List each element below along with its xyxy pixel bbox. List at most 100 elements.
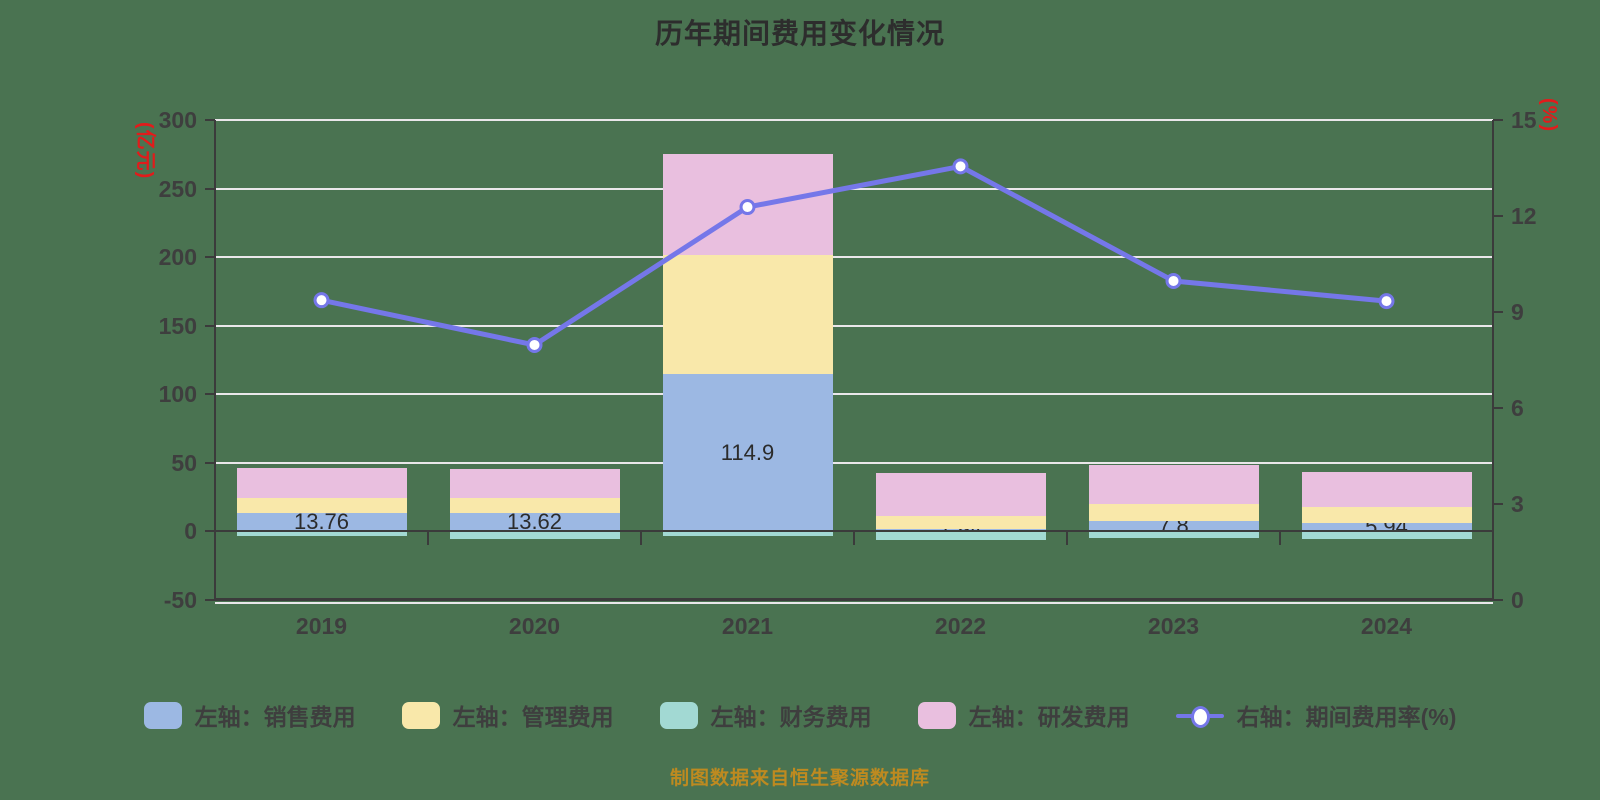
line-marker <box>1378 293 1395 310</box>
right-axis-tick-label: 6 <box>1511 395 1524 421</box>
left-axis-tick <box>205 530 215 533</box>
bar-segment-finance <box>875 531 1046 541</box>
left-axis-tick-label: 300 <box>158 107 197 133</box>
bar-segment-finance <box>1088 531 1259 538</box>
x-axis-tick-label: 2019 <box>295 613 348 639</box>
x-axis-tick <box>427 531 429 546</box>
left-axis-tick <box>205 324 215 327</box>
left-axis-tick <box>205 599 215 601</box>
gridline <box>215 461 1493 464</box>
bottom-axis-shadow <box>215 602 1493 604</box>
bar-segment-management <box>449 497 620 513</box>
left-axis-tick-label: -50 <box>163 587 197 613</box>
left-axis-tick <box>205 393 215 396</box>
legend-label: 左轴：管理费用 <box>452 704 614 730</box>
right-axis-line <box>1492 120 1494 600</box>
legend-line-marker-icon <box>1175 702 1224 729</box>
expense-ratio-line <box>319 163 1389 348</box>
left-axis-tick-label: 150 <box>158 312 197 339</box>
right-axis-tick-label: 3 <box>1511 491 1524 517</box>
right-axis-tick-label: 9 <box>1511 299 1524 325</box>
x-axis-tick-label: 2023 <box>1147 613 1200 639</box>
left-axis-tick-label: 100 <box>158 381 197 408</box>
legend-item[interactable]: 右轴：期间费用率(%) <box>1175 698 1456 732</box>
gridline <box>215 324 1493 327</box>
bar-segment-rnd <box>1301 471 1472 507</box>
left-axis-tick-label: 250 <box>158 175 197 202</box>
x-axis-tick <box>214 531 216 546</box>
right-axis-tick <box>1493 599 1503 601</box>
line-marker <box>313 292 330 309</box>
bar-segment-rnd <box>449 468 620 498</box>
right-axis-tick <box>1493 119 1503 121</box>
bar-segment-management <box>1301 506 1472 524</box>
bar-segment-management <box>1088 504 1259 521</box>
x-axis-tick <box>640 531 642 546</box>
left-axis-tick-label: 0 <box>184 518 197 545</box>
legend-label: 左轴：研发费用 <box>968 704 1130 730</box>
legend-swatch-icon <box>401 701 440 729</box>
bar-segment-rnd <box>236 468 407 498</box>
bar-segment-finance <box>449 531 620 539</box>
x-axis-tick-label: 2024 <box>1360 613 1413 639</box>
x-axis-tick <box>1279 531 1281 546</box>
left-axis-line <box>214 120 216 600</box>
bar-value-label: 13.62 <box>506 509 563 535</box>
bar-segment-management <box>875 516 1046 529</box>
right-axis-tick-label: 15 <box>1511 107 1537 133</box>
legend-label: 左轴：财务费用 <box>710 704 872 730</box>
left-axis-tick-label: 50 <box>171 449 197 476</box>
bar-segment-sales <box>1088 520 1259 532</box>
legend-item[interactable]: 左轴：研发费用 <box>917 698 1130 732</box>
bar-segment-rnd <box>1088 465 1259 504</box>
gridline <box>215 256 1493 259</box>
legend-dot-icon <box>1190 705 1210 728</box>
bar-segment-sales <box>875 528 1046 532</box>
bottom-axis-line <box>214 598 1494 601</box>
gridline <box>215 393 1493 396</box>
right-axis-tick <box>1493 503 1503 505</box>
bar-segment-management <box>236 497 407 513</box>
left-axis-tick <box>205 256 215 259</box>
x-axis-tick <box>853 531 855 546</box>
legend-label: 左轴：销售费用 <box>194 704 356 730</box>
bar-segment-finance <box>662 531 833 537</box>
bar-value-label: 114.9 <box>720 439 775 465</box>
right-axis-tick-label: 12 <box>1511 203 1537 229</box>
bar-segment-rnd <box>875 472 1046 516</box>
bar-segment-sales <box>1301 523 1472 532</box>
gridline <box>215 119 1493 121</box>
legend-item[interactable]: 左轴：销售费用 <box>143 698 356 732</box>
bar-segment-finance <box>1301 531 1472 539</box>
right-axis-tick <box>1493 311 1503 313</box>
bar-segment-sales <box>236 512 407 532</box>
bar-segment-finance <box>236 531 407 537</box>
line-marker <box>952 158 969 175</box>
right-axis-tick-label: 0 <box>1511 587 1524 613</box>
legend-swatch-icon <box>143 701 182 729</box>
line-marker <box>739 199 756 216</box>
x-axis-tick <box>1492 531 1494 546</box>
legend: 左轴：销售费用 左轴：管理费用 左轴：财务费用 左轴：研发费用 右轴：期间费用率(%) <box>0 698 1600 732</box>
bar-segment-sales <box>449 512 620 532</box>
right-axis-tick <box>1493 215 1503 217</box>
right-axis-tick <box>1493 407 1503 409</box>
bar-segment-sales <box>662 373 833 532</box>
line-marker <box>1165 272 1182 289</box>
line-marker <box>526 336 543 353</box>
zero-axis-line <box>215 530 1493 533</box>
legend-item[interactable]: 左轴：管理费用 <box>401 698 614 732</box>
legend-swatch-icon <box>659 701 698 729</box>
left-axis-tick-label: 200 <box>158 244 197 271</box>
source-note: 制图数据来自恒生聚源数据库 <box>669 768 930 789</box>
left-axis-tick <box>205 187 215 190</box>
legend-swatch-icon <box>917 701 956 729</box>
left-axis-tick <box>205 461 215 464</box>
bar-segment-management <box>662 255 833 374</box>
legend-item[interactable]: 左轴：财务费用 <box>659 698 872 732</box>
chart-title: 历年期间费用变化情况 <box>654 18 945 49</box>
x-axis-tick <box>1066 531 1068 546</box>
